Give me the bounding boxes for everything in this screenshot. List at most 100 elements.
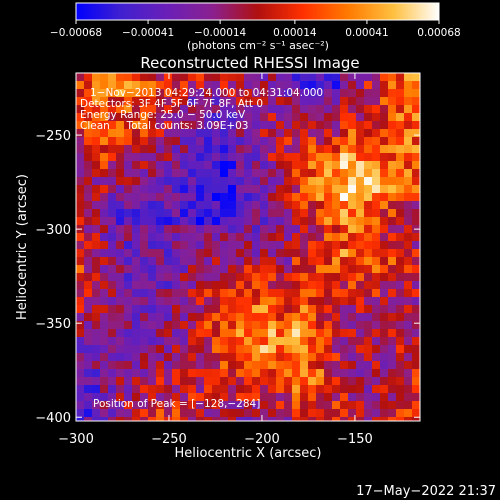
heatmap-cell (388, 345, 396, 353)
heatmap-cell (324, 369, 332, 377)
heatmap-cell (92, 329, 100, 337)
heatmap-cell (300, 121, 308, 129)
heatmap-cell (316, 137, 324, 145)
heatmap-cell (324, 401, 332, 409)
heatmap-cell (252, 273, 260, 281)
heatmap-cell (340, 337, 348, 345)
heatmap-cell (412, 161, 420, 169)
heatmap-cell (284, 233, 292, 241)
heatmap-cell (388, 289, 396, 297)
heatmap-cell (412, 385, 420, 393)
heatmap-cell (388, 281, 396, 289)
heatmap-cell (108, 161, 116, 169)
heatmap-cell (212, 137, 220, 145)
heatmap-cell (372, 409, 380, 417)
heatmap-cell (196, 369, 204, 377)
heatmap-cell (196, 313, 204, 321)
heatmap-cell (204, 81, 212, 89)
heatmap-cell (124, 265, 132, 273)
heatmap-cell (220, 377, 228, 385)
heatmap-cell (164, 177, 172, 185)
heatmap-cell (396, 409, 404, 417)
heatmap-cell (100, 369, 108, 377)
heatmap-cell (300, 105, 308, 113)
heatmap-cell (252, 281, 260, 289)
heatmap-cell (284, 97, 292, 105)
heatmap-cell (140, 305, 148, 313)
heatmap-cell (396, 305, 404, 313)
heatmap-cell (252, 193, 260, 201)
heatmap-cell (276, 145, 284, 153)
heatmap-cell (380, 257, 388, 265)
heatmap-cell (84, 361, 92, 369)
heatmap-cell (236, 161, 244, 169)
heatmap-cell (100, 377, 108, 385)
heatmap-cell (116, 409, 124, 417)
heatmap-cell (188, 321, 196, 329)
heatmap-cell (148, 105, 156, 113)
heatmap-cell (156, 313, 164, 321)
heatmap-cell (276, 273, 284, 281)
heatmap-cell (284, 305, 292, 313)
heatmap-cell (308, 177, 316, 185)
heatmap-cell (140, 185, 148, 193)
heatmap-cell (244, 73, 252, 81)
heatmap-cell (212, 273, 220, 281)
heatmap-cell (148, 353, 156, 361)
heatmap-cell (372, 393, 380, 401)
heatmap-cell (276, 321, 284, 329)
heatmap-cell (188, 89, 196, 97)
heatmap-cell (332, 329, 340, 337)
heatmap-cell (84, 345, 92, 353)
heatmap-cell (220, 97, 228, 105)
heatmap-cell (140, 337, 148, 345)
heatmap-cell (124, 353, 132, 361)
heatmap-cell (148, 177, 156, 185)
heatmap-cell (180, 361, 188, 369)
heatmap-cell (372, 145, 380, 153)
heatmap-cell (380, 385, 388, 393)
heatmap-cell (220, 289, 228, 297)
heatmap-cell (84, 233, 92, 241)
heatmap-cell (364, 193, 372, 201)
heatmap-cell (180, 265, 188, 273)
heatmap-cell (228, 169, 236, 177)
heatmap-cell (316, 217, 324, 225)
heatmap-cell (380, 273, 388, 281)
heatmap-cell (268, 265, 276, 273)
colorbar-tick-label: −0.00014 (194, 27, 247, 39)
heatmap-cell (300, 257, 308, 265)
heatmap-cell (92, 201, 100, 209)
heatmap-cell (124, 169, 132, 177)
heatmap-cell (204, 193, 212, 201)
heatmap-cell (228, 177, 236, 185)
heatmap-cell (148, 329, 156, 337)
heatmap-cell (332, 89, 340, 97)
heatmap-cell (324, 153, 332, 161)
heatmap-cell (348, 169, 356, 177)
heatmap-cell (156, 225, 164, 233)
heatmap-cell (156, 297, 164, 305)
heatmap-cell (172, 193, 180, 201)
heatmap-cell (220, 113, 228, 121)
heatmap-cell (172, 177, 180, 185)
plot-frame (75, 72, 421, 422)
heatmap-cell (180, 377, 188, 385)
heatmap-cell (148, 385, 156, 393)
heatmap-cell (140, 81, 148, 89)
heatmap-cell (212, 289, 220, 297)
heatmap-cell (180, 185, 188, 193)
heatmap-cell (132, 137, 140, 145)
heatmap-cell (252, 201, 260, 209)
heatmap-cell (76, 177, 84, 185)
heatmap-cell (212, 393, 220, 401)
heatmap-cell (252, 369, 260, 377)
y-tick-label: −250 (35, 129, 71, 144)
heatmap-cell (348, 409, 356, 417)
heatmap-cell (372, 305, 380, 313)
heatmap-cell (116, 105, 124, 113)
heatmap-cell (396, 177, 404, 185)
heatmap-cell (132, 273, 140, 281)
heatmap-cell (284, 345, 292, 353)
heatmap-cell (76, 81, 84, 89)
